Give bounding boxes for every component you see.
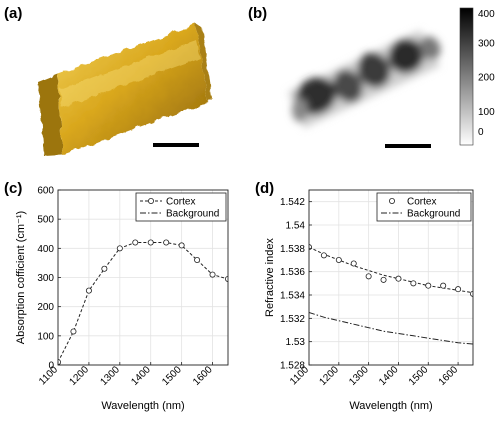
axes-frame	[308, 189, 474, 366]
x-tick-label: 1200	[68, 364, 92, 388]
series-line-background	[309, 312, 473, 345]
legend-box	[135, 192, 227, 222]
chart-absorption: 1100 1200 1300 1400 1500 16000100200300400500…	[15, 186, 229, 412]
y-tick-label: 100	[37, 331, 54, 342]
colorbar-tick-label: 0	[478, 127, 484, 138]
y-tick-label: 1.534	[280, 291, 305, 302]
data-point	[335, 256, 342, 263]
colorbar: 400 300 200 100 0	[459, 7, 495, 146]
x-axis-label: Wavelength (nm)	[101, 400, 184, 412]
y-axis-label: Refractive index	[264, 238, 276, 317]
panel-label-c: (c)	[4, 180, 22, 197]
legend-box	[376, 192, 472, 222]
legend-entry: Cortex	[166, 197, 195, 208]
data-point	[70, 328, 77, 335]
data-point	[85, 287, 92, 294]
data-point	[350, 260, 357, 267]
data-point	[101, 265, 108, 272]
chart-refractive-index: 1100 1200 1300 1400 1500 16001.5281.531.5321.…	[264, 189, 474, 412]
data-point	[209, 271, 216, 278]
colorbar-tick-label: 100	[478, 107, 495, 118]
data-point	[425, 282, 432, 289]
y-tick-label: 1.536	[280, 267, 305, 278]
series-group	[58, 239, 228, 365]
data-point	[410, 280, 417, 287]
y-tick-label: 400	[37, 244, 54, 255]
colorbar-tick-label: 400	[478, 9, 495, 20]
data-point	[147, 239, 154, 246]
data-point	[116, 245, 123, 252]
data-point	[455, 286, 462, 293]
y-tick-label: 500	[37, 215, 54, 226]
colorbar-tick-label: 200	[478, 73, 495, 84]
x-tick-label: 1200	[317, 364, 341, 388]
y-tick-label: 1.532	[280, 314, 305, 325]
legend-entry: Background	[166, 209, 219, 220]
x-tick-label: 1500	[407, 364, 431, 388]
colorbar-tick-label: 300	[478, 38, 495, 49]
x-tick-label: 1500	[160, 364, 184, 388]
y-tick-label: 200	[37, 302, 54, 313]
legend-entry: Cortex	[407, 197, 436, 208]
x-tick-label: 1400	[377, 364, 401, 388]
y-tick-label: 1.54	[286, 221, 306, 232]
x-axis-label: Wavelength (nm)	[349, 400, 432, 412]
absorption-map	[288, 30, 441, 128]
data-point	[132, 239, 139, 246]
y-tick-label: 1.542	[280, 197, 305, 208]
panel-label-a: (a)	[4, 5, 22, 22]
colorbar-gradient	[459, 7, 474, 146]
y-tick-label: 1.53	[286, 337, 306, 348]
y-axis-label: Absorption cofficient (cm⁻¹)	[15, 211, 27, 344]
scale-bar-a	[153, 143, 199, 147]
y-tick-label: 1.538	[280, 244, 305, 255]
data-point	[395, 275, 402, 282]
y-tick-label: 0	[48, 361, 54, 372]
data-point	[178, 242, 185, 249]
y-tick-label: 600	[37, 186, 54, 197]
legend-entry: Background	[407, 209, 460, 220]
data-point	[163, 239, 170, 246]
panel-label-d: (d)	[255, 180, 274, 197]
panel-label-b: (b)	[248, 5, 267, 22]
series-line-cortex	[309, 246, 473, 294]
data-point	[440, 282, 447, 289]
data-point	[365, 273, 372, 280]
legend-marker	[147, 197, 154, 204]
scale-bar-b	[385, 144, 431, 148]
x-tick-label: 1300	[98, 364, 122, 388]
x-tick-label: 1600	[191, 364, 215, 388]
hair-fibre-render	[38, 24, 212, 156]
x-tick-label: 1600	[437, 364, 461, 388]
data-point	[320, 252, 327, 259]
legend-marker	[388, 197, 395, 204]
data-point	[380, 276, 387, 283]
series-line-cortex	[58, 242, 228, 363]
x-tick-label: 1300	[347, 364, 371, 388]
data-point	[194, 256, 201, 263]
y-tick-label: 300	[37, 273, 54, 284]
x-tick-label: 1400	[129, 364, 153, 388]
y-tick-label: 1.528	[280, 361, 305, 372]
